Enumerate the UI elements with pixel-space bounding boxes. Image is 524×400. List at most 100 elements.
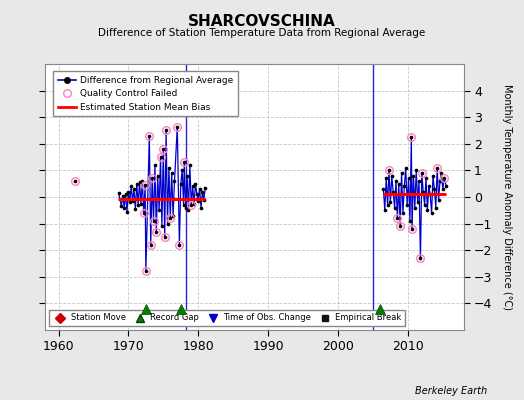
Point (183, 172, 191, 179)
Point (158, 223, 166, 230)
Point (184, 207, 193, 214)
Point (149, 218, 158, 224)
Point (418, 170, 426, 176)
Point (126, 199, 134, 206)
Point (406, 218, 414, 224)
Point (189, 183, 197, 190)
Point (123, 208, 131, 215)
Point (395, 180, 403, 187)
Point (166, 215, 174, 222)
Point (165, 164, 173, 171)
Point (380, 207, 389, 214)
Point (424, 183, 433, 190)
Point (201, 184, 210, 191)
Point (397, 170, 406, 176)
Point (432, 204, 440, 211)
Point (147, 242, 155, 248)
Point (179, 202, 188, 208)
Point (130, 186, 138, 192)
Point (180, 159, 189, 166)
Point (197, 204, 205, 211)
Point (389, 188, 397, 195)
Point (412, 167, 420, 174)
Point (124, 188, 133, 195)
Point (190, 200, 198, 207)
Point (440, 175, 449, 182)
Point (396, 223, 405, 230)
Point (442, 183, 451, 190)
Point (385, 167, 393, 174)
Point (159, 146, 168, 152)
Point (127, 183, 135, 190)
Point (401, 164, 410, 171)
Point (419, 188, 428, 195)
Point (185, 162, 194, 168)
Point (409, 172, 418, 179)
Point (181, 204, 190, 211)
Point (405, 175, 413, 182)
Point (415, 178, 423, 184)
Point (178, 167, 187, 174)
Point (156, 154, 165, 160)
Point (426, 191, 434, 198)
Point (154, 172, 162, 179)
Point (135, 179, 144, 186)
Y-axis label: Monthly Temperature Anomaly Difference (°C): Monthly Temperature Anomaly Difference (… (502, 84, 512, 310)
Point (411, 204, 419, 211)
Point (422, 175, 430, 182)
Point (187, 202, 195, 208)
Point (420, 202, 429, 208)
Point (386, 199, 395, 206)
Point (151, 162, 159, 168)
Text: Difference of Station Temperature Data from Regional Average: Difference of Station Temperature Data f… (99, 28, 425, 38)
Point (436, 178, 444, 184)
Point (138, 178, 147, 184)
Point (122, 191, 130, 198)
Point (194, 198, 202, 204)
Point (388, 172, 396, 179)
Point (433, 164, 441, 171)
Point (437, 170, 445, 176)
Point (392, 178, 400, 184)
Point (423, 207, 432, 214)
Point (428, 210, 436, 216)
Point (173, 123, 181, 130)
Point (413, 199, 422, 206)
Point (379, 186, 388, 192)
Point (133, 180, 141, 187)
Point (403, 202, 411, 208)
Point (131, 206, 139, 212)
Point (168, 170, 176, 176)
Point (429, 172, 437, 179)
Point (399, 210, 407, 216)
Point (117, 203, 126, 210)
Point (407, 134, 416, 140)
Point (382, 175, 390, 182)
Point (390, 204, 399, 211)
Point (195, 186, 204, 192)
Point (70, 177, 79, 184)
Point (416, 255, 424, 261)
Point (434, 196, 443, 203)
Point (155, 207, 163, 214)
Point (408, 226, 416, 232)
Point (141, 182, 149, 188)
Point (430, 186, 439, 192)
Point (198, 188, 206, 195)
Point (152, 228, 160, 235)
Point (139, 210, 148, 216)
Point (114, 190, 123, 196)
Point (191, 180, 200, 187)
Point (393, 215, 401, 222)
Point (163, 220, 172, 227)
Point (128, 198, 137, 204)
Point (120, 204, 128, 211)
Text: Berkeley Earth: Berkeley Earth (415, 386, 487, 396)
Text: SHARCOVSCHINA: SHARCOVSCHINA (188, 14, 336, 29)
Point (134, 202, 143, 208)
Point (193, 191, 201, 198)
Point (118, 192, 127, 199)
Point (169, 212, 177, 219)
Point (177, 180, 185, 187)
Point (175, 242, 183, 248)
